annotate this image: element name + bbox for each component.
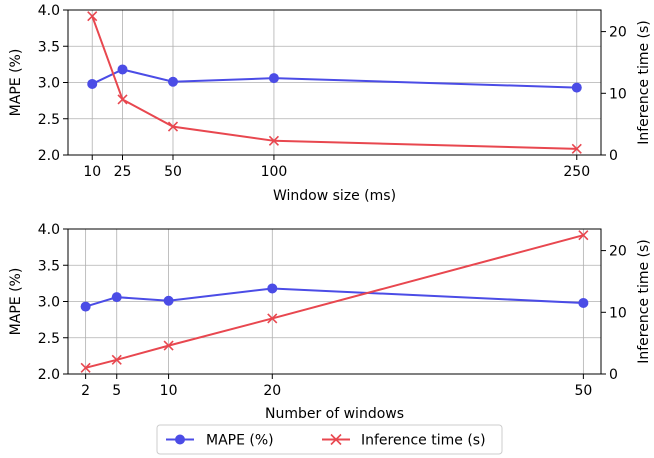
x-tick-label: 250	[563, 164, 590, 180]
x-tick-label: 50	[574, 383, 592, 399]
y2-tick-label: 20	[609, 244, 627, 260]
y2-tick-label: 20	[609, 25, 627, 41]
x-tick-label: 10	[83, 164, 101, 180]
y2-tick-label: 0	[609, 148, 618, 164]
y2-tick-label: 10	[609, 86, 627, 102]
y-tick-label: 4.0	[38, 222, 60, 238]
y-tick-label: 3.0	[38, 295, 60, 311]
y-tick-label: 4.0	[38, 3, 60, 19]
data-point-mape	[267, 283, 278, 294]
x-axis-label: Window size (ms)	[273, 188, 396, 204]
data-point-inference	[268, 135, 279, 146]
data-point-inference	[571, 143, 582, 154]
y-axis-label: MAPE (%)	[8, 268, 24, 336]
y-tick-label: 2.5	[38, 331, 60, 347]
data-point-mape	[167, 76, 178, 87]
data-point-mape	[111, 292, 122, 303]
data-point-inference	[80, 362, 91, 373]
y-tick-label: 2.0	[38, 367, 60, 383]
data-point-inference	[117, 94, 128, 105]
x-tick-label: 50	[164, 164, 182, 180]
x-tick-label: 100	[261, 164, 288, 180]
x-axis-label: Number of windows	[265, 406, 404, 422]
legend-inference-marker	[330, 433, 342, 446]
data-point-mape	[268, 73, 279, 84]
series-line-mape	[91, 68, 577, 89]
series-line-mape	[85, 287, 584, 308]
y2-tick-label: 10	[609, 305, 627, 321]
data-point-inference	[163, 340, 174, 351]
legend-mape-label: MAPE (%)	[206, 433, 274, 449]
y-axis-label: MAPE (%)	[8, 49, 24, 117]
data-point-inference	[87, 11, 98, 22]
x-tick-label: 25	[114, 164, 132, 180]
data-point-mape	[163, 295, 174, 306]
legend-inference-label: Inference time (s)	[361, 433, 486, 449]
y2-axis-label: Inference time (s)	[636, 239, 652, 364]
data-point-mape	[578, 297, 589, 308]
y-tick-label: 3.5	[38, 39, 60, 55]
data-point-mape	[80, 301, 91, 312]
y-tick-label: 3.0	[38, 76, 60, 92]
data-point-inference	[111, 354, 122, 365]
data-point-mape	[571, 82, 582, 93]
legend: MAPE (%) Inference time (s)	[156, 424, 503, 455]
y-tick-label: 2.0	[38, 148, 60, 164]
chart-panel-number-of-windows: 2 5 10 20 50 2.0 2.5 3.0 3.5 4.0 0 10 20 Number of wi…	[8, 222, 652, 422]
x-tick-label: 5	[112, 383, 121, 399]
x-tick-label: 10	[160, 383, 178, 399]
data-point-mape	[87, 78, 98, 89]
x-tick-label: 2	[81, 383, 90, 399]
y2-tick-label: 0	[609, 367, 618, 383]
data-point-inference	[267, 313, 278, 324]
data-point-inference	[578, 230, 589, 241]
y2-axis-label: Inference time (s)	[636, 20, 652, 145]
legend-mape-marker	[175, 434, 185, 445]
data-point-mape	[117, 64, 128, 75]
y-tick-label: 3.5	[38, 258, 60, 274]
chart-panel-window-size: 10 25 50 100 250 2.0 2.5 3.0 3.5 4.0 0 10 20 Window s…	[8, 3, 652, 204]
x-tick-label: 20	[263, 383, 281, 399]
y-tick-label: 2.5	[38, 112, 60, 128]
data-point-inference	[167, 121, 179, 132]
